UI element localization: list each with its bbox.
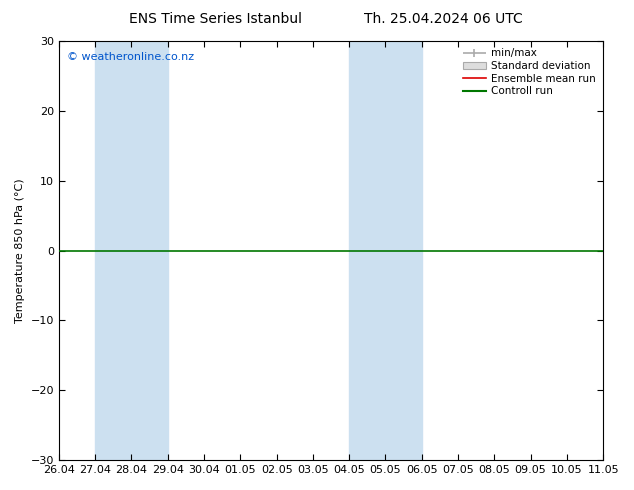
Legend: min/max, Standard deviation, Ensemble mean run, Controll run: min/max, Standard deviation, Ensemble me… (461, 46, 598, 98)
Bar (349, 41, 422, 460)
Bar (95, 41, 168, 460)
Text: Th. 25.04.2024 06 UTC: Th. 25.04.2024 06 UTC (365, 12, 523, 26)
Text: ENS Time Series Istanbul: ENS Time Series Istanbul (129, 12, 302, 26)
Text: © weatheronline.co.nz: © weatheronline.co.nz (67, 51, 194, 62)
Y-axis label: Temperature 850 hPa (°C): Temperature 850 hPa (°C) (15, 178, 25, 323)
